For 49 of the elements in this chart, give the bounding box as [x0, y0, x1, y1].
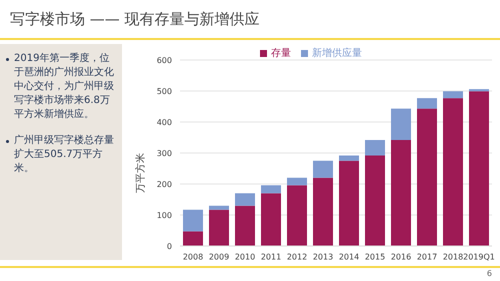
bar: [261, 185, 281, 194]
x-tick-label: 2016: [390, 252, 412, 262]
chart-title: 写字楼市场 —— 现有存量与新增供应: [10, 10, 260, 29]
bar: [469, 91, 489, 246]
y-tick-label: 100: [156, 210, 172, 220]
bar: [417, 98, 437, 109]
bar: [235, 206, 255, 246]
y-tick-label: 300: [156, 148, 172, 158]
y-tick-label: 400: [156, 118, 172, 127]
bar: [287, 185, 307, 246]
x-tick-label: 2015: [364, 252, 386, 262]
bar: [287, 178, 307, 186]
bar: [209, 210, 229, 246]
x-tick-label: 2017: [416, 252, 438, 262]
x-tick-label: 2008: [182, 252, 204, 262]
bar: [339, 155, 359, 161]
legend-label: 新增供应量: [312, 48, 362, 59]
bar: [235, 193, 255, 206]
bar: [443, 98, 463, 246]
x-tick-label: 2019Q1: [463, 252, 495, 262]
x-tick-label: 2018: [442, 252, 464, 262]
y-tick-label: 600: [156, 56, 172, 65]
x-tick-label: 2009: [208, 252, 230, 262]
x-tick-label: 2013: [312, 252, 334, 262]
bar: [313, 178, 333, 246]
y-tick-label: 0: [166, 242, 172, 251]
text: 2019年第一季度，位于琶洲的广州报业文化中心交付，为广州甲级写字楼市场带来6.8万平方米新增供应。: [14, 52, 115, 122]
bar: [443, 91, 463, 98]
y-axis-title: 万平方米: [134, 153, 147, 193]
bar: [313, 160, 333, 178]
bar: [365, 155, 385, 246]
bar: [391, 140, 411, 246]
x-tick-label: 2011: [260, 252, 282, 262]
y-tick-label: 500: [156, 86, 172, 96]
bar: [183, 231, 203, 246]
text: 广州甲级写字楼总存量扩大至505.7万平方米。: [14, 134, 115, 176]
bar: [365, 140, 385, 156]
x-tick-label: 2010: [234, 252, 256, 262]
y-tick-label: 200: [156, 180, 172, 189]
legend-label: 存量: [271, 48, 291, 59]
bar: [183, 210, 203, 232]
x-tick-label: 2012: [286, 252, 308, 262]
x-tick-label: 2014: [338, 252, 360, 262]
bar: [261, 193, 281, 246]
bar: [417, 108, 437, 246]
bar: [339, 160, 359, 246]
text: 6: [486, 269, 492, 278]
bar: [391, 108, 411, 140]
bar: [209, 206, 229, 210]
